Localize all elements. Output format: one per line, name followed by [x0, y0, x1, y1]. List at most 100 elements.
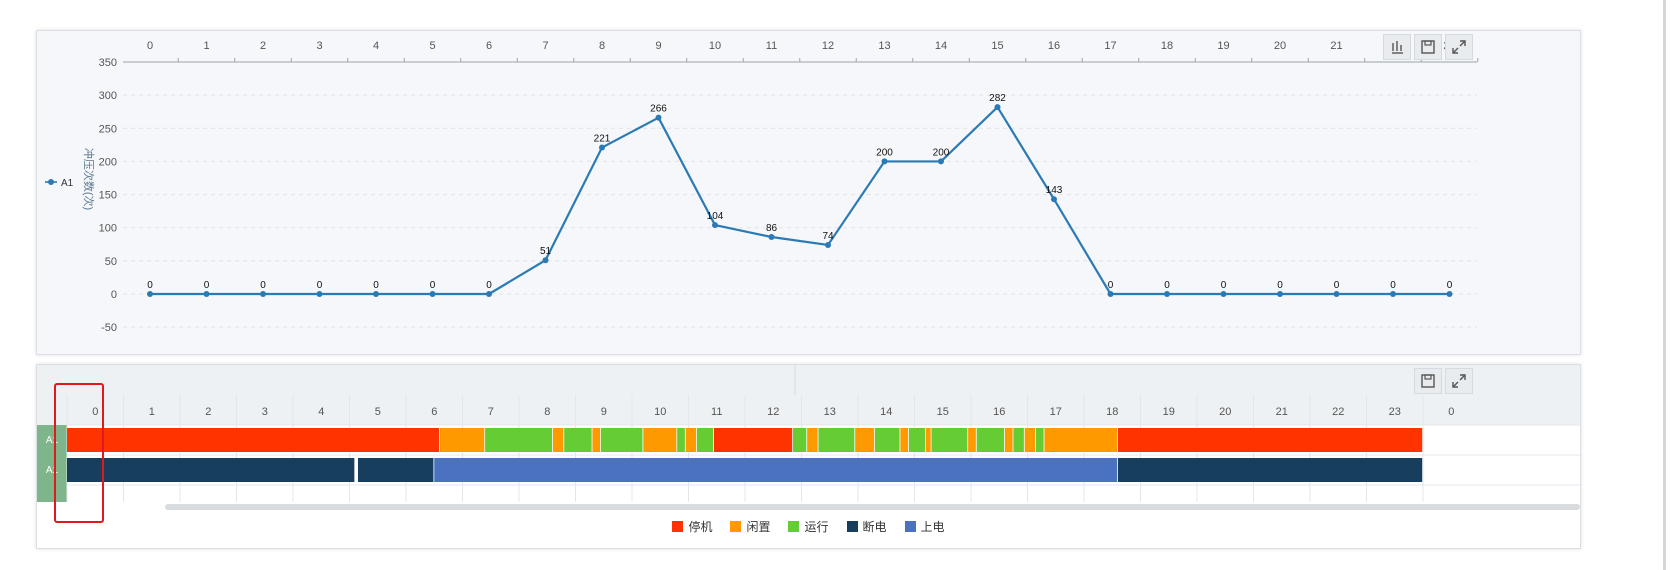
- legend-swatch: [904, 521, 916, 532]
- data-point[interactable]: [429, 291, 436, 297]
- gantt-segment-stop[interactable]: [67, 428, 440, 452]
- gantt-hour-label: 7: [488, 406, 494, 418]
- gantt-segment-stop[interactable]: [713, 428, 793, 452]
- gantt-segment-run[interactable]: [564, 428, 592, 452]
- gantt-segment-run[interactable]: [1013, 428, 1024, 452]
- gantt-segment-idle[interactable]: [925, 428, 931, 452]
- gantt-row-label: A1: [46, 465, 59, 476]
- data-label: 0: [147, 280, 153, 291]
- gantt-hour-label: 9: [601, 406, 607, 418]
- legend-item-stop[interactable]: 停机: [672, 518, 712, 535]
- gantt-segment-power_off[interactable]: [357, 458, 434, 482]
- fullscreen-icon: [1452, 374, 1466, 388]
- gantt-segment-idle[interactable]: [439, 428, 485, 452]
- gantt-horizontal-scrollbar[interactable]: [165, 504, 1580, 510]
- data-label: 0: [1164, 280, 1170, 291]
- gantt-segment-idle[interactable]: [900, 428, 909, 452]
- data-point[interactable]: [316, 291, 323, 297]
- gantt-row-label-column: [37, 425, 67, 502]
- gantt-segment-power_off[interactable]: [1117, 458, 1423, 482]
- gantt-segment-run[interactable]: [874, 428, 900, 452]
- data-point[interactable]: [655, 114, 662, 121]
- data-point[interactable]: [768, 233, 775, 240]
- data-point[interactable]: [994, 104, 1001, 111]
- legend-label[interactable]: A1: [61, 178, 74, 189]
- data-point[interactable]: [599, 144, 605, 151]
- gantt-segment-run[interactable]: [485, 428, 553, 452]
- data-point[interactable]: [542, 257, 549, 264]
- gantt-segment-idle[interactable]: [685, 428, 697, 452]
- gantt-segment-idle[interactable]: [592, 428, 601, 452]
- gantt-segment-run[interactable]: [696, 428, 714, 452]
- y-axis-title: 冲压次数(次): [82, 148, 96, 210]
- data-point[interactable]: [486, 291, 492, 297]
- data-point[interactable]: [1277, 291, 1283, 297]
- data-point[interactable]: [1220, 291, 1227, 297]
- data-point[interactable]: [1333, 291, 1340, 297]
- gantt-segment-power_on[interactable]: [434, 458, 1118, 482]
- data-point[interactable]: [938, 158, 944, 165]
- legend-item-power-off[interactable]: 断电: [846, 518, 887, 535]
- data-point[interactable]: [147, 291, 153, 297]
- page-scrollbar[interactable]: [1663, 0, 1666, 570]
- gantt-hour-label: 0: [1448, 406, 1454, 418]
- gantt-hour-label: 16: [993, 406, 1005, 418]
- gantt-segment-idle[interactable]: [1004, 428, 1013, 452]
- data-point[interactable]: [712, 222, 718, 229]
- data-point[interactable]: [260, 291, 266, 297]
- gantt-segment-run[interactable]: [908, 428, 925, 452]
- gantt-segment-stop[interactable]: [1117, 428, 1423, 452]
- data-point[interactable]: [825, 241, 831, 248]
- data-label: 200: [933, 147, 950, 158]
- gantt-segment-run[interactable]: [600, 428, 643, 452]
- save-image-button[interactable]: [1414, 34, 1442, 60]
- x-tick-label: 20: [1274, 40, 1286, 52]
- gantt-hour-label: 5: [375, 406, 381, 418]
- legend-swatch: [846, 521, 858, 532]
- gantt-segment-run[interactable]: [976, 428, 1005, 452]
- legend-item-idle[interactable]: 闲置: [730, 518, 770, 535]
- data-point[interactable]: [1051, 196, 1057, 203]
- gantt-segment-run[interactable]: [931, 428, 968, 452]
- gantt-fullscreen-button[interactable]: [1445, 368, 1473, 394]
- legend-label: 闲置: [746, 520, 771, 534]
- legend-swatch: [730, 521, 742, 532]
- gantt-segment-run[interactable]: [677, 428, 685, 452]
- legend-item-power-on[interactable]: 上电: [904, 518, 945, 535]
- gantt-hour-label: 23: [1389, 406, 1401, 418]
- data-label: 51: [540, 246, 552, 257]
- data-point[interactable]: [1390, 291, 1396, 297]
- save-image-icon: [1421, 40, 1435, 54]
- gantt-save-image-button[interactable]: [1414, 368, 1442, 394]
- gantt-segment-idle[interactable]: [855, 428, 875, 452]
- data-view-button[interactable]: [1383, 34, 1411, 60]
- gantt-segment-idle[interactable]: [968, 428, 976, 452]
- gantt-hour-label: 8: [544, 406, 550, 418]
- gantt-segment-run[interactable]: [818, 428, 855, 452]
- x-tick-label: 4: [373, 40, 379, 52]
- gantt-hour-label: 19: [1163, 406, 1175, 418]
- gantt-hour-label: 11: [711, 406, 722, 418]
- gantt-segment-idle[interactable]: [1024, 428, 1036, 452]
- gantt-segment-power_off[interactable]: [67, 458, 355, 482]
- data-point[interactable]: [373, 291, 379, 297]
- gantt-segment-idle[interactable]: [1044, 428, 1118, 452]
- gantt-segment-run[interactable]: [1035, 428, 1044, 452]
- fullscreen-button[interactable]: [1445, 34, 1473, 60]
- gantt-segment-idle[interactable]: [552, 428, 564, 452]
- y-tick-label: -50: [101, 322, 117, 334]
- data-label: 0: [260, 280, 266, 291]
- fullscreen-icon: [1452, 40, 1466, 54]
- gantt-segment-idle[interactable]: [643, 428, 677, 452]
- gantt-segment-idle[interactable]: [807, 428, 818, 452]
- gantt-segment-run[interactable]: [793, 428, 807, 452]
- data-point[interactable]: [203, 291, 210, 297]
- legend-item-run[interactable]: 运行: [788, 518, 829, 535]
- data-point[interactable]: [1446, 291, 1453, 297]
- legend-label: 运行: [804, 520, 829, 534]
- data-point[interactable]: [1107, 291, 1114, 297]
- data-point[interactable]: [881, 158, 888, 165]
- data-point[interactable]: [1164, 291, 1170, 297]
- gantt-hour-label: 1: [149, 406, 155, 418]
